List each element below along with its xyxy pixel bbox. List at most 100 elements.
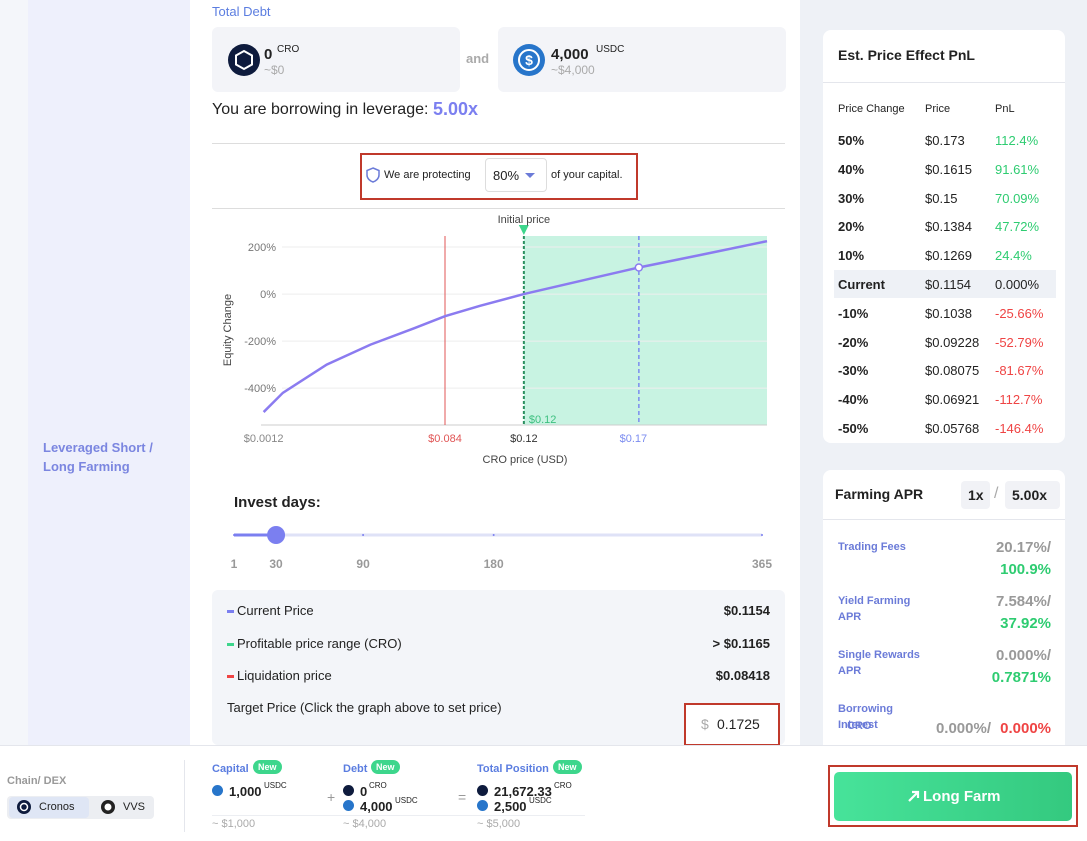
arrow-icon [908,790,920,802]
debt-usd: ~$0 [264,63,285,77]
slider-tick [492,534,495,536]
apr-label: Single Rewards APR [838,649,920,677]
position-unit: USDC [395,796,418,805]
pnl-value: 47.72% [995,219,1040,235]
cro-icon [343,785,354,796]
position-usd: ~ $4,000 [343,818,387,830]
debt-unit: USDC [596,44,625,55]
new-badge: New [371,760,400,774]
pnl-change: -50% [838,421,869,436]
summary-label: Current Price [237,603,314,618]
position-unit: CRO [554,781,572,790]
current-row [834,270,1056,298]
apr-option[interactable]: 5.00x [1012,487,1048,503]
position-amount: 21,672.33 [494,784,552,799]
slider-tick [362,534,365,536]
new-badge: New [253,760,282,774]
sidebar [28,0,190,745]
shield-icon [366,167,380,183]
protect-value[interactable]: 80% [493,168,520,183]
position-amount: 0 [360,784,368,799]
pnl-value: -146.4% [995,421,1044,436]
usdc-icon [343,800,354,811]
position-title: Total Position [477,763,549,775]
chain-label: Chain/ DEX [7,775,67,787]
equity-line [262,239,768,413]
target-value[interactable]: 0.1725 [717,716,760,732]
toggle-bg[interactable] [961,481,990,509]
x-tick-label: $0.17 [620,433,648,445]
position-title: Debt [343,763,368,775]
apr-option[interactable]: 1x [968,487,984,503]
pnl-value: 91.61% [995,161,1040,177]
pnl-price: $0.1269 [925,248,972,264]
toggle-bg[interactable] [1005,481,1060,509]
slider-tick [761,534,763,536]
debt-usd: ~$4,000 [551,63,595,77]
target-label: Target Price (Click the graph above to s… [227,700,502,715]
invest-slider[interactable]: 1 30 90 180 365 [220,520,780,576]
apr-card [823,470,1065,760]
debt-amount: 4,000 [551,46,589,63]
pnl-value: 70.09% [995,190,1040,206]
pnl-price: $0.05768 [925,421,980,436]
pnl-price: $0.1154 [925,277,972,292]
pnl-price: $0.1038 [925,305,972,321]
slider-tick-label: 365 [752,557,772,571]
summary-value: > $0.1165 [712,635,770,651]
separator: / [994,485,999,502]
profit-label: $0.12 [529,414,557,426]
cro-icon [228,44,260,76]
usdc-icon: $ [513,44,545,76]
pnl-value: 112.4% [995,133,1039,148]
slider-tick [233,534,235,536]
slider-tick-label: 180 [484,557,504,571]
pnl-change: 40% [838,161,865,177]
leverage-value: 5.00x [433,99,479,119]
pnl-change: 50% [838,133,865,148]
pnl-change: Current [838,277,885,292]
chip[interactable]: VVS [123,801,146,813]
pnl-price: $0.1384 [925,219,972,235]
protect-select[interactable] [485,158,547,192]
pnl-price: $0.09228 [925,334,980,350]
position-unit: CRO [369,781,387,790]
equity-chart[interactable]: 200% 0% -200% -400% $0.0012 $0.084 Initial pri… [212,208,788,470]
usdc-icon [212,785,223,796]
pnl-change: 30% [838,190,865,206]
apr-lev: 0.7871% [991,669,1051,686]
legend-dash [227,675,234,678]
long-farm-button[interactable] [834,772,1072,821]
button-label[interactable]: Long Farm [923,788,1001,805]
sidebar-label[interactable]: Leveraged Short / Long Farming [43,440,153,474]
slider-thumb[interactable] [267,526,286,544]
cro-icon [477,785,488,796]
pnl-card [823,30,1065,443]
summary-label: Liquidation price [237,668,332,683]
protect-box [360,153,638,200]
pnl-value: 24.4% [995,248,1032,264]
caret [525,173,535,178]
pnl-header: Price Change [838,103,905,115]
new-badge: New [553,760,582,774]
pnl-price: $0.1615 [925,161,972,177]
apr-base: 7.584%/ [995,593,1051,610]
summary-value: $0.08418 [715,668,770,683]
debt-title: Total Debt [212,4,271,19]
chip[interactable]: Cronos [39,801,75,813]
divider [212,208,785,209]
plus: + [327,789,336,805]
profit-zone [523,236,767,425]
pnl-value: -25.66% [995,305,1044,321]
apr-label: Borrowing Interest [838,703,893,731]
pnl-value: 0.000% [995,277,1040,292]
y-tick-label: -200% [244,336,276,348]
divider [212,815,585,816]
usdc-icon [477,800,488,811]
x-axis-label: CRO price (USD) [483,454,568,466]
divider [823,519,1065,520]
target-dot [634,263,644,272]
position-amount: 2,500 [494,799,527,814]
pnl-header: Price [925,103,951,115]
summary-value: $0.1154 [723,603,770,618]
